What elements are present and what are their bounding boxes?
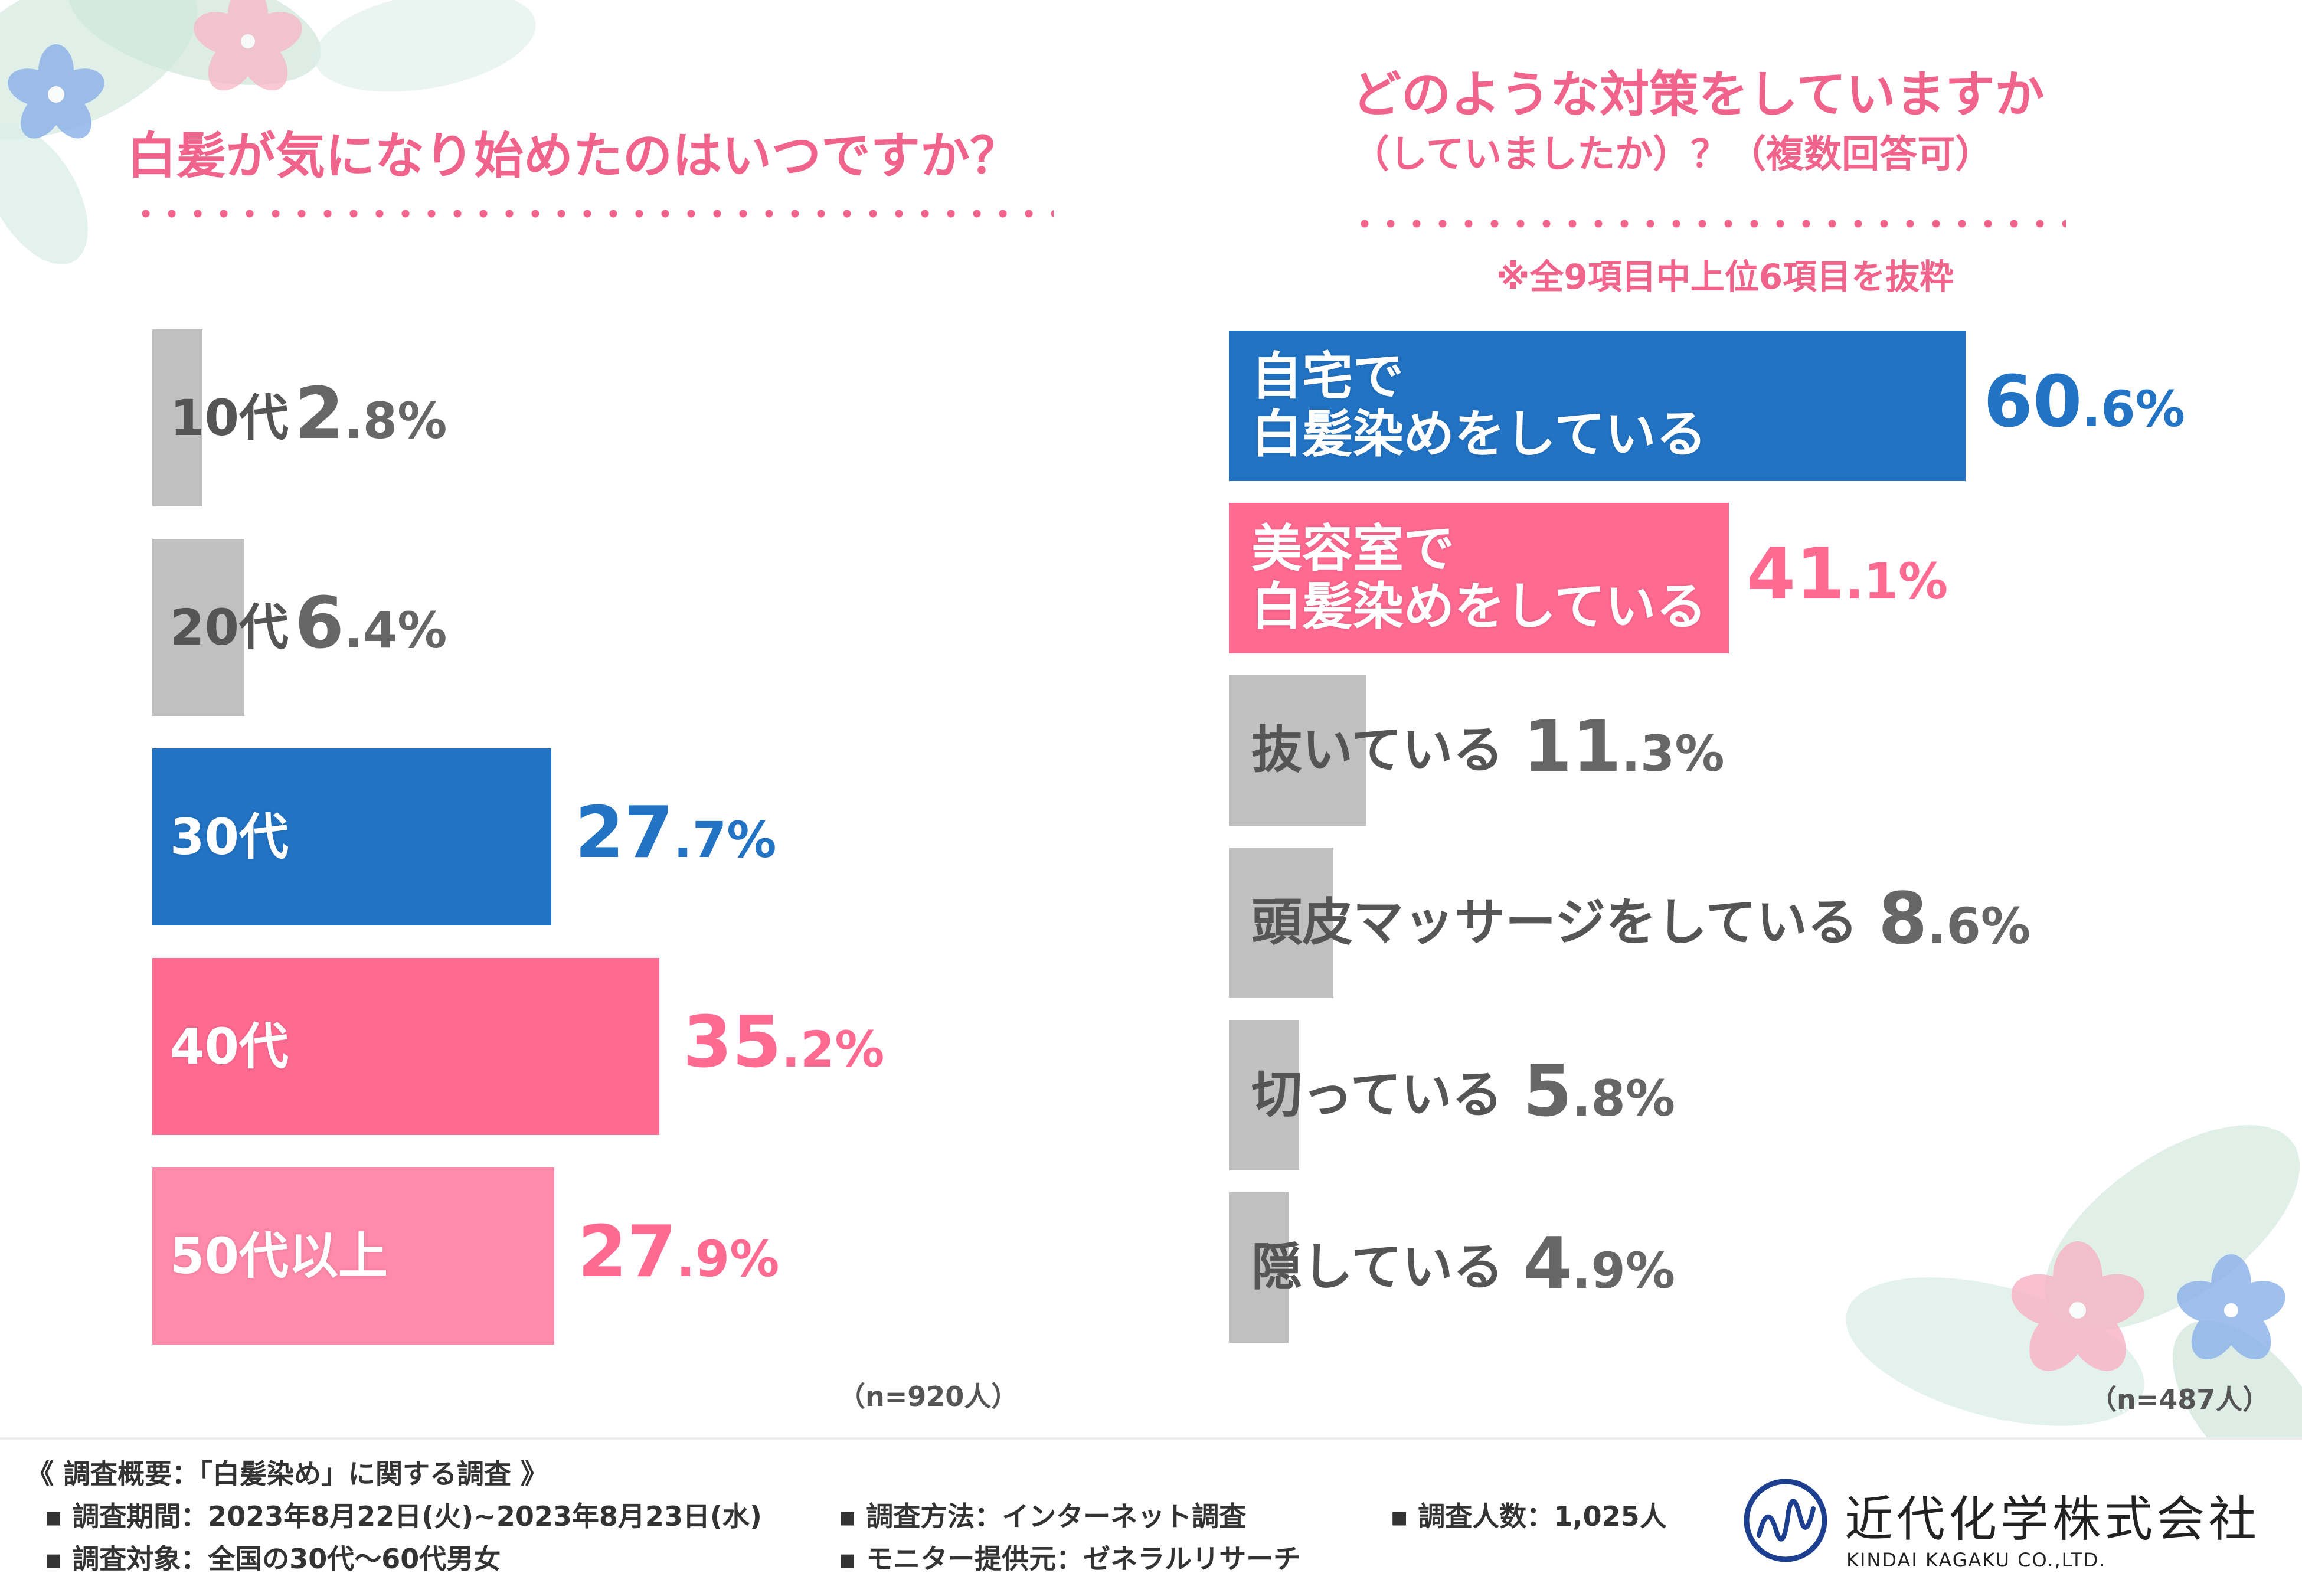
value-label-decimal: .9% <box>676 1230 780 1288</box>
value-label: 4.9% <box>1523 1228 1676 1300</box>
value-label: 27.9% <box>578 1217 780 1288</box>
value-label: 6.4% <box>295 588 447 659</box>
value-label-main: 41 <box>1746 533 1845 616</box>
bar <box>1229 1020 1300 1170</box>
value-label: 41.1% <box>1747 539 1948 610</box>
category-label-line: 隠している <box>1251 1238 1504 1297</box>
bar <box>152 748 551 925</box>
category-label-line: 10代 <box>170 388 289 447</box>
bar <box>152 329 202 506</box>
bar <box>1229 848 1334 998</box>
left-title-dotted-divider <box>133 210 1054 218</box>
company-name-ja: 近代化学株式会社 <box>1845 1492 2261 1548</box>
value-label-decimal: .1% <box>1845 552 1948 610</box>
value-label-main: 27 <box>574 792 673 874</box>
survey-target: ▪ 調査対象：全国の30代～60代男女 <box>44 1543 501 1575</box>
survey-heading: 《 調査概要：「白髪染め」に関する調査 》 <box>27 1458 548 1490</box>
right-chart-title-line1: どのような対策をしていますか <box>1352 66 2045 123</box>
value-label-main: 27 <box>577 1211 676 1293</box>
right-chart-note: ※全9項目中上位6項目を抜粋 <box>1496 257 1954 297</box>
category-label: 隠している <box>1251 1238 1503 1297</box>
category-label-line: 白髪染めをしている <box>1251 405 1707 465</box>
category-label: 頭皮マッサージをしている <box>1251 894 1858 952</box>
bar <box>1229 331 1966 481</box>
value-label-decimal: .6% <box>1927 897 2031 955</box>
value-label: 27.7% <box>575 798 777 869</box>
value-label-decimal: .2% <box>781 1021 885 1078</box>
company-name-en: KINDAI KAGAKU CO.,LTD. <box>1846 1549 2107 1571</box>
value-label-main: 5 <box>1523 1050 1572 1133</box>
category-label: 切っている <box>1251 1066 1503 1124</box>
value-label-decimal: .7% <box>673 811 777 869</box>
value-label: 60.6% <box>1983 367 2185 438</box>
value-label-main: 4 <box>1523 1222 1572 1305</box>
category-label: 抜いている <box>1251 721 1503 780</box>
survey-method: ▪ 調査方法：インターネット調査 <box>838 1500 1247 1532</box>
value-label-decimal: .8% <box>1572 1069 1676 1127</box>
category-label-line: 切っている <box>1251 1065 1503 1125</box>
value-label-main: 2 <box>295 373 344 455</box>
bar <box>152 958 659 1135</box>
left-sample-size: （n=920人） <box>838 1381 1019 1412</box>
bar <box>152 1167 554 1345</box>
value-label: 5.8% <box>1523 1056 1676 1127</box>
value-label-main: 35 <box>682 1002 781 1084</box>
right-chart-title-line2: （していましたか）？（複数回答可） <box>1352 133 1993 176</box>
value-label: 2.8% <box>295 379 447 450</box>
value-label-decimal: .4% <box>344 601 447 659</box>
survey-count: ▪ 調査人数：1,025人 <box>1390 1500 1667 1532</box>
survey-footer: 《 調査概要：「白髪染め」に関する調査 》 ▪ 調査期間：2023年8月22日(… <box>0 1437 2302 1596</box>
value-label-decimal: .6% <box>2082 380 2185 438</box>
survey-period: ▪ 調査期間：2023年8月22日(火)~2023年8月23日(水) <box>44 1500 762 1532</box>
company-logo-icon <box>1744 1479 1827 1562</box>
value-label-decimal: .3% <box>1621 724 1725 783</box>
bar <box>1229 1192 1289 1343</box>
category-label-line: 抜いている <box>1251 721 1504 780</box>
category-label-line: 30代 <box>170 807 289 866</box>
value-label-decimal: .9% <box>1572 1241 1676 1300</box>
value-label: 35.2% <box>683 1008 885 1078</box>
bar <box>152 539 245 716</box>
category-label-line: 自宅で <box>1251 346 1404 406</box>
category-label-line: 頭皮マッサージをしている <box>1251 893 1858 953</box>
value-label-main: 11 <box>1523 705 1621 788</box>
category-label-line: 50代以上 <box>170 1227 388 1285</box>
bar <box>1229 503 1729 653</box>
right-title-dotted-divider <box>1352 220 2066 228</box>
category-label-line: 美容室で <box>1251 519 1454 578</box>
bar <box>1229 675 1366 826</box>
category-label: 10代 <box>170 390 289 447</box>
value-label-main: 6 <box>295 583 344 665</box>
value-label-decimal: .8% <box>344 392 447 450</box>
survey-provider: ▪ モニター提供元：ゼネラルリサーチ <box>838 1543 1301 1575</box>
category-label-line: 20代 <box>170 598 289 656</box>
category-label: 20代 <box>170 599 289 656</box>
category-label: 40代 <box>170 1018 289 1075</box>
category-label-line: 40代 <box>170 1017 289 1075</box>
value-label: 11.3% <box>1523 711 1725 783</box>
category-label: 自宅で 白髪染めをしている <box>1251 346 1707 465</box>
value-label-main: 60 <box>1983 361 2082 443</box>
category-label: 30代 <box>170 809 289 866</box>
category-label-line: 白髪染めをしている <box>1251 577 1707 637</box>
value-label-main: 8 <box>1878 878 1928 960</box>
right-sample-size: （n=487人） <box>2090 1384 2270 1415</box>
left-chart-title: 白髪が気になり始めたのはいつですか？ <box>127 127 1020 185</box>
category-label: 美容室で 白髪染めをしている <box>1251 519 1707 637</box>
category-label: 50代以上 <box>170 1228 388 1285</box>
value-label: 8.6% <box>1878 884 2030 955</box>
